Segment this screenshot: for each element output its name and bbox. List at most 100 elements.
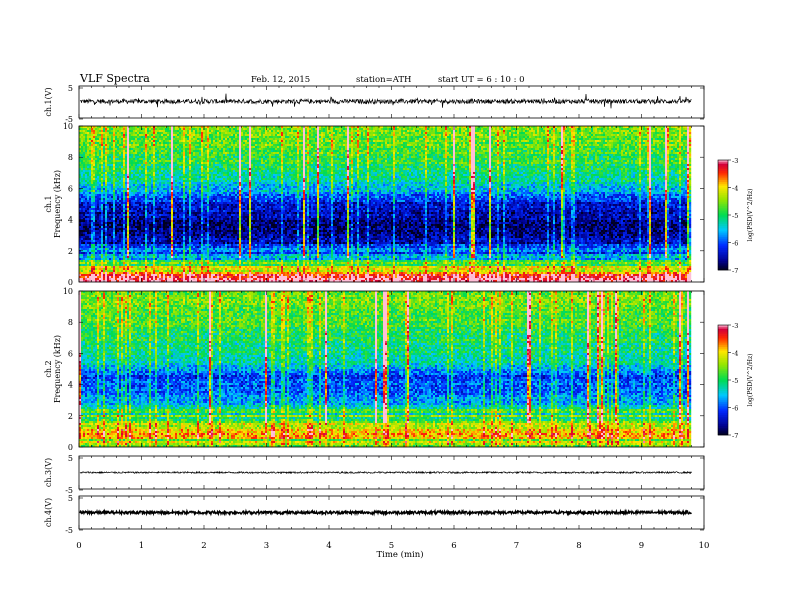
x-tick-label: 1: [139, 541, 144, 551]
colorbar-swatch: [718, 384, 728, 386]
colorbar-swatch: [718, 409, 728, 411]
colorbar-swatch: [718, 226, 728, 228]
x-tick-label: 7: [514, 541, 519, 551]
colorbar-label: log(PSD(V^2/Hz): [747, 189, 754, 242]
colorbar-swatch: [718, 356, 728, 358]
date-label: Feb. 12, 2015: [251, 75, 310, 85]
y-axis-label: ch.1(V): [44, 87, 53, 116]
colorbar-swatch: [718, 402, 728, 404]
waveform-trace: [80, 94, 692, 109]
colorbar-swatch: [718, 266, 728, 268]
colorbar-swatch: [718, 250, 728, 252]
colorbar-tick-label: -7: [732, 432, 738, 440]
ch1-waveform-panel: 5-5ch.1(V): [44, 84, 704, 124]
colorbar-tick-label: -6: [732, 240, 738, 248]
colorbar-swatch: [718, 342, 728, 344]
colorbar-swatch: [718, 219, 728, 221]
start-time-label: start UT = 6 : 10 : 0: [438, 75, 525, 85]
colorbar-swatch: [718, 369, 728, 371]
colorbar-swatch: [718, 373, 728, 375]
colorbar-swatch: [718, 360, 728, 362]
colorbar-swatch: [718, 184, 728, 186]
colorbar-swatch: [718, 400, 728, 402]
spectrogram-cells: [79, 291, 691, 447]
y-tick-label: 10: [63, 122, 73, 131]
figure-title: VLF Spectra: [79, 72, 150, 85]
colorbar-swatch: [718, 182, 728, 184]
colorbar-swatch: [718, 235, 728, 237]
colorbar-swatch: [718, 327, 728, 329]
colorbar-swatch: [718, 199, 728, 201]
spectrogram-cells: [79, 126, 691, 282]
colorbar-swatch: [718, 430, 728, 432]
colorbar-swatch: [718, 343, 728, 345]
colorbar-swatch: [718, 332, 728, 334]
colorbar-swatch: [718, 180, 728, 182]
colorbar-swatch: [718, 164, 728, 166]
colorbar-swatch: [718, 345, 728, 347]
y-axis-label: ch.1: [44, 195, 53, 212]
colorbar-swatch: [718, 419, 728, 421]
colorbar-swatch: [718, 431, 728, 433]
y-tick-label: 2: [68, 247, 73, 256]
colorbar-swatch: [718, 215, 728, 217]
colorbar-swatch: [718, 228, 728, 230]
colorbar-swatch: [718, 378, 728, 380]
colorbar-tick-label: -4: [732, 185, 738, 193]
colorbar-swatch: [718, 232, 728, 234]
y-tick-label: 2: [68, 412, 73, 421]
y-tick-label: 0: [68, 443, 73, 452]
colorbar-swatch: [718, 246, 728, 248]
y-tick-label: 8: [68, 318, 73, 327]
y-tick-label: 4: [68, 216, 73, 225]
y-axis-label: ch.4(V): [44, 498, 53, 527]
ch4-waveform-panel: 5-5ch.4(V): [44, 494, 704, 535]
colorbar-swatch: [718, 259, 728, 261]
colorbar-swatch: [718, 254, 728, 256]
colorbar-swatch: [718, 208, 728, 210]
colorbar-swatch: [718, 371, 728, 373]
colorbar-tick-label: -7: [732, 267, 738, 275]
y-axis-label: Frequency (kHz): [53, 335, 62, 403]
colorbar-swatch: [718, 334, 728, 336]
y-tick-label: -5: [65, 526, 73, 535]
colorbar-swatch: [718, 239, 728, 241]
colorbar-swatch: [718, 393, 728, 395]
colorbar-swatch: [718, 200, 728, 202]
y-tick-label: 6: [68, 184, 73, 193]
colorbar-swatch: [718, 197, 728, 199]
colorbar-swatch: [718, 221, 728, 223]
colorbar-swatch: [718, 375, 728, 377]
colorbar-swatch: [718, 211, 728, 213]
colorbar-swatch: [718, 397, 728, 399]
colorbar-swatch: [718, 413, 728, 415]
colorbar-swatch: [718, 406, 728, 408]
colorbar-swatch: [718, 195, 728, 197]
waveform-trace: [80, 511, 692, 514]
colorbar-swatch: [718, 415, 728, 417]
colorbar-swatch: [718, 358, 728, 360]
colorbar-swatch: [718, 189, 728, 191]
colorbar-swatch: [718, 224, 728, 226]
colorbar-swatch: [718, 191, 728, 193]
colorbar-swatch: [718, 261, 728, 263]
colorbar-swatch: [718, 233, 728, 235]
waveform-trace: [80, 472, 692, 474]
colorbar-swatch: [718, 175, 728, 177]
colorbar-swatch: [718, 177, 728, 179]
y-tick-label: 5: [68, 454, 73, 463]
colorbar-swatch: [718, 353, 728, 355]
colorbar-swatch: [718, 428, 728, 430]
colorbar-tick-label: -4: [732, 350, 738, 358]
colorbar-swatch: [718, 167, 728, 169]
colorbar-swatch: [718, 202, 728, 204]
colorbar-swatch: [718, 391, 728, 393]
colorbar-label: log(PSD(V^2/Hz): [747, 354, 754, 407]
colorbar-swatch: [718, 193, 728, 195]
colorbar-swatch: [718, 162, 728, 164]
colorbar-swatch: [718, 398, 728, 400]
colorbar-swatch: [718, 338, 728, 340]
y-axis-label: ch.2: [44, 360, 53, 377]
